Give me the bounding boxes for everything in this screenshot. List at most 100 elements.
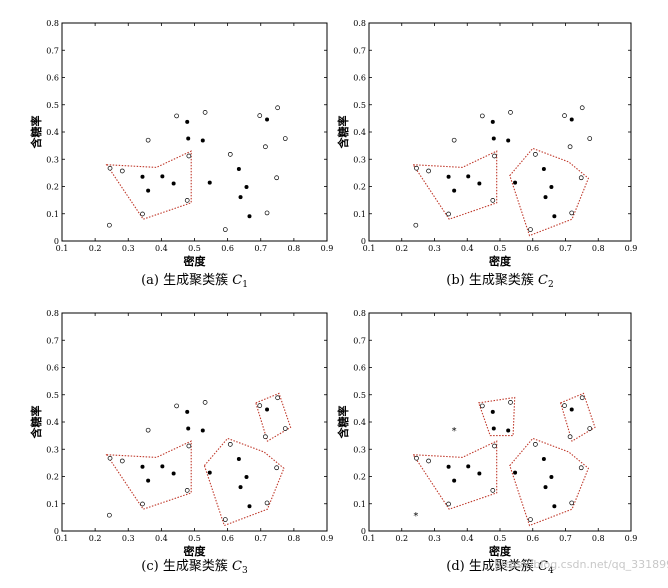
core-point — [477, 181, 482, 186]
y-tick-label: 0.8 — [46, 309, 59, 318]
core-point — [140, 464, 145, 469]
y-tick-label: 0.4 — [353, 418, 366, 427]
sample-point — [119, 168, 125, 174]
y-tick-label: 0.8 — [46, 19, 59, 28]
x-tick-label: 0.7 — [254, 244, 267, 253]
panel-caption: (d) 生成聚类簇 C4 — [446, 559, 554, 576]
core-point — [207, 180, 212, 185]
core-point — [552, 504, 557, 509]
core-point — [236, 457, 241, 462]
core-point — [477, 471, 482, 476]
sample-point — [446, 501, 451, 507]
sample-point — [257, 403, 263, 408]
sample-point — [140, 211, 145, 217]
y-tick-label: 0.5 — [353, 391, 366, 400]
core-point — [466, 464, 471, 469]
y-tick-label: 0.8 — [353, 19, 366, 28]
sample-point — [263, 434, 268, 440]
panel-caption: (b) 生成聚类簇 C2 — [446, 273, 553, 290]
sample-point — [107, 222, 112, 228]
cluster-boundary — [255, 392, 292, 442]
x-tick-label: 0.5 — [494, 244, 507, 253]
x-tick-label: 0.9 — [625, 534, 638, 543]
sample-point — [426, 458, 431, 464]
x-tick-label: 0.4 — [155, 534, 168, 543]
core-point — [543, 195, 548, 200]
x-tick-label: 0.7 — [559, 244, 572, 253]
cluster-boundary — [412, 150, 498, 220]
core-point — [506, 138, 511, 143]
x-tick-label: 0.8 — [288, 534, 301, 543]
y-axis-label: 含糖率 — [29, 406, 43, 440]
panel-caption: (c) 生成聚类簇 C3 — [141, 559, 248, 576]
x-tick-label: 0.1 — [363, 534, 376, 543]
sample-point — [426, 168, 431, 174]
core-point — [491, 136, 496, 141]
y-tick-label: 0.1 — [353, 500, 366, 509]
core-point — [541, 457, 546, 462]
core-point — [146, 188, 151, 193]
core-point — [552, 214, 557, 219]
sample-point — [257, 113, 263, 119]
y-tick-label: 0.7 — [46, 336, 59, 345]
core-point — [200, 138, 205, 143]
core-point — [185, 409, 190, 414]
cluster-boundary — [559, 392, 596, 442]
sample-point — [587, 136, 593, 141]
x-tick-label: 0.6 — [221, 534, 234, 543]
sample-point — [451, 137, 457, 143]
x-tick-label: 0.8 — [592, 534, 605, 543]
sample-point — [184, 198, 190, 203]
sample-point — [186, 443, 192, 449]
sample-point — [414, 165, 419, 171]
y-tick-label: 0.7 — [46, 46, 59, 55]
sample-point — [145, 427, 151, 433]
y-tick-label: 0.6 — [46, 364, 59, 373]
x-tick-label: 0.2 — [395, 244, 408, 253]
x-tick-label: 0.9 — [321, 244, 334, 253]
core-point — [247, 504, 252, 509]
x-axis-label: 密度 — [489, 254, 512, 268]
x-tick-label: 0.7 — [559, 534, 572, 543]
sample-point — [490, 488, 496, 493]
x-tick-label: 0.8 — [288, 244, 301, 253]
sample-point — [184, 488, 190, 493]
x-tick-label: 0.3 — [122, 534, 135, 543]
core-point — [238, 195, 243, 200]
core-point — [140, 174, 145, 179]
core-point — [200, 428, 205, 433]
y-tick-label: 0.2 — [353, 183, 366, 192]
watermark: https://blog.csdn.net/qq_33189961 — [494, 558, 668, 571]
core-point — [491, 426, 496, 431]
x-tick-label: 0.3 — [122, 244, 135, 253]
core-point — [452, 478, 457, 483]
y-tick-label: 0.6 — [353, 74, 366, 83]
core-point — [541, 167, 546, 172]
core-point — [238, 485, 243, 490]
sample-point — [492, 443, 497, 449]
core-point — [185, 119, 190, 124]
sample-point — [528, 517, 533, 522]
x-tick-label: 0.9 — [321, 534, 334, 543]
cluster-boundary — [509, 147, 590, 237]
core-point — [506, 428, 511, 433]
panel-3: 0.1 0.2 0.3 0.4 0.5 0.6 0.7 0.8 0.900.10.20.30.4… — [29, 309, 333, 576]
sample-point — [222, 227, 228, 232]
y-tick-label: 0.6 — [353, 364, 366, 373]
sample-point — [282, 136, 288, 141]
sample-point — [562, 113, 567, 119]
y-tick-label: 0 — [361, 237, 366, 246]
sample-point — [569, 500, 575, 506]
sample-point — [227, 151, 233, 157]
sample-point — [202, 110, 208, 115]
panel-2: 0.1 0.2 0.3 0.4 0.5 0.6 0.7 0.8 0.900.10.20.30.4… — [336, 19, 637, 290]
panel-1: 0.1 0.2 0.3 0.4 0.5 0.6 0.7 0.8 0.900.10.20.30.4… — [29, 19, 333, 290]
plot-frame — [368, 312, 632, 532]
panel-4: 0.1 0.2 0.3 0.4 0.5 0.6 0.7 0.8 0.900.10.20.30.4… — [336, 309, 637, 576]
x-tick-label: 0.3 — [428, 534, 441, 543]
y-tick-label: 0.4 — [46, 418, 59, 427]
y-axis-label: 含糖率 — [336, 116, 350, 150]
cluster-boundary — [412, 440, 498, 510]
y-tick-label: 0.8 — [353, 309, 366, 318]
